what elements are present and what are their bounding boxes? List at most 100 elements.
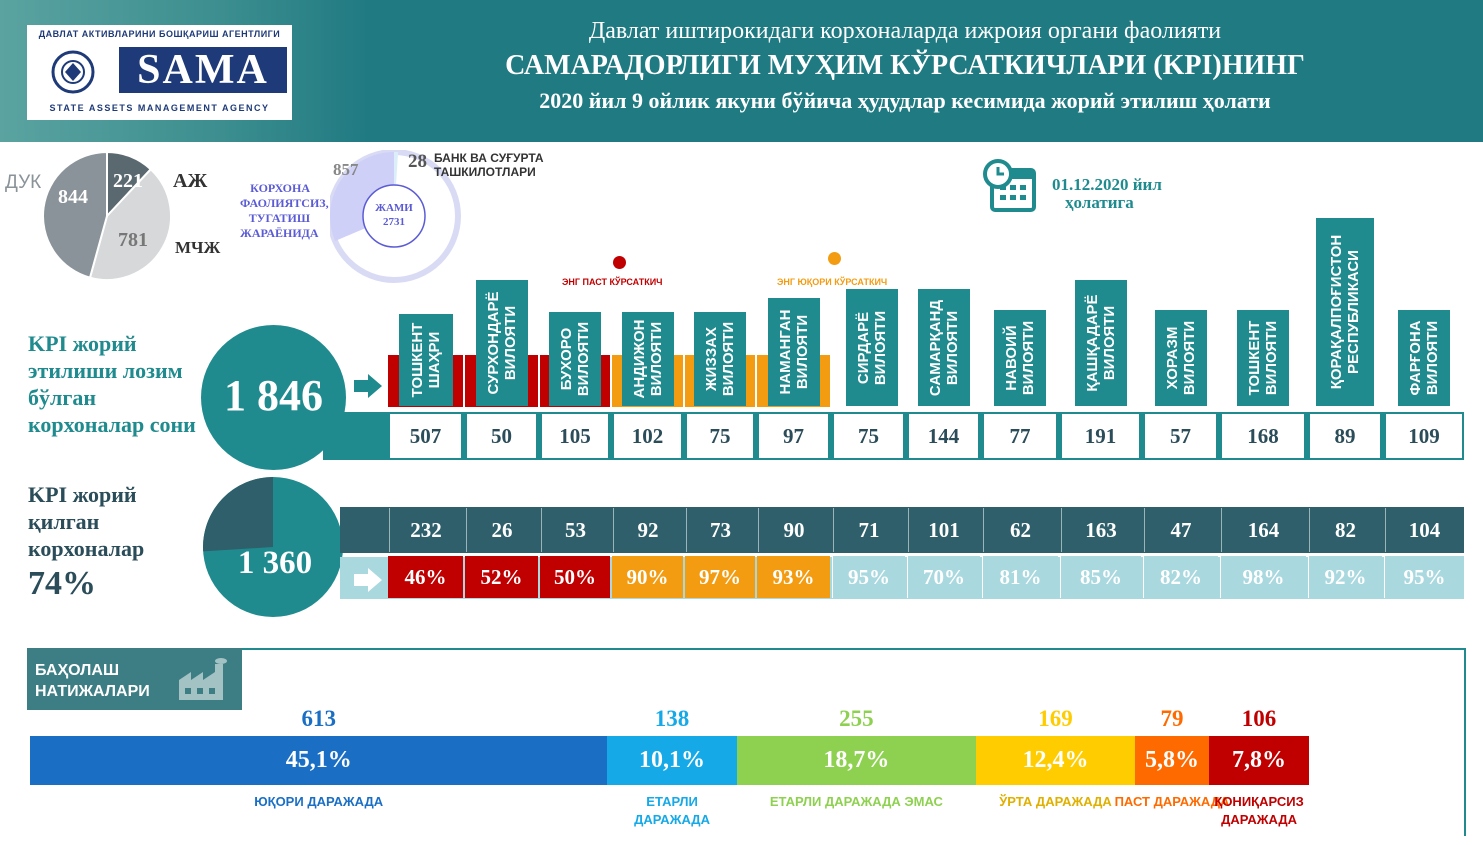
region-label-text: САМАРҚАНД ВИЛОЯТИ (926, 299, 961, 396)
region-label-text: ЖИЗЗАХ ВИЛОЯТИ (703, 321, 737, 397)
evaluation-title: БАҲОЛАШ НАТИЖАЛАРИ (35, 662, 150, 700)
implemented-count-cell: 47 (1144, 508, 1217, 552)
implemented-count-cell: 71 (833, 508, 904, 552)
arrow-right-icon (352, 566, 384, 599)
factory-icon (177, 658, 231, 707)
region-label-text: СУРХОНДАРЁ ВИЛОЯТИ (484, 291, 519, 395)
sama-logo: ДАВЛАТ АКТИВЛАРИНИ БОШҚАРИШ АГЕНТЛИГИ SA… (27, 25, 292, 120)
implemented-count-cell: 164 (1221, 508, 1305, 552)
evaluation-count: 79 (1160, 706, 1184, 731)
evaluation-bar-segment: 12,4% (976, 736, 1135, 785)
pie2-label-inactive: КОРХОНА ФАОЛИЯТСИЗ, ТУГАТИШ ЖАРАЁНИДА (240, 181, 329, 241)
evaluation-bar-segment: 7,8% (1209, 736, 1309, 785)
region-label-text: ТОШКЕНТ ВИЛОЯТИ (1246, 320, 1280, 396)
pie1-label-mchj: МЧЖ (175, 238, 221, 257)
region-label: ҚОРАҚАЛПОҒИСТОН РЕСПУБЛИКАСИ (1316, 218, 1374, 406)
evaluation-count: 138 (654, 706, 690, 731)
implemented-percent-cell: 97% (685, 556, 755, 598)
pie1-value-aj: 221 (113, 170, 143, 192)
implemented-count-cell: 163 (1061, 508, 1140, 552)
title-line-1: Давлат иштирокидаги корхоналарда ижроия … (588, 18, 1222, 44)
required-count-cell: 57 (1145, 414, 1216, 458)
required-count-cell: 102 (614, 414, 681, 458)
logo-wordmark: SAMA (119, 47, 287, 93)
implemented-percent-cell: 95% (1384, 556, 1464, 598)
implemented-percent-cell: 50% (540, 556, 610, 598)
region-label: САМАРҚАНД ВИЛОЯТИ (917, 289, 970, 406)
required-count-cell: 507 (390, 414, 461, 458)
region-label: ФАРҒОНА ВИЛОЯТИ (1398, 310, 1450, 406)
region-label-text: ТОШКЕНТ ШАҲРИ (408, 322, 443, 398)
ownership-pie-chart (42, 150, 172, 281)
evaluation-caption: ЕТАРЛИ ДАРАЖАДА (634, 794, 710, 827)
region-label: НАМАНГАН ВИЛОЯТИ (767, 298, 820, 406)
region-label-text: НАВОИЙ ВИЛОЯТИ (1003, 320, 1037, 396)
lowest-marker-label: ЭНГ ПАСТ КЎРСАТКИЧ (562, 277, 663, 287)
pie2-value-inactive: 857 (333, 160, 359, 179)
required-total-circle (201, 325, 346, 470)
required-count-cell: 75 (834, 414, 903, 458)
implemented-percent-cell: 90% (612, 556, 683, 598)
implemented-percent: 74% (28, 565, 96, 602)
pie1-value-duk: 844 (58, 186, 88, 208)
implemented-count-cell: 62 (983, 508, 1057, 552)
pie1-slice-2 (42, 150, 108, 279)
region-label-text: ҚОРАҚАЛПОҒИСТОН РЕСПУБЛИКАСИ (1328, 234, 1362, 390)
date-line-2: ҳолатига (1065, 193, 1134, 212)
region-label: ХОРАЗМ ВИЛОЯТИ (1154, 310, 1207, 406)
pie2-value-bank: 28 (408, 151, 427, 172)
evaluation-bar-segment: 45,1% (30, 736, 608, 785)
total-pie-chart: ЖАМИ 2731 (330, 150, 461, 283)
region-label-text: ХОРАЗМ ВИЛОЯТИ (1163, 320, 1198, 396)
implemented-percent-cell: 81% (982, 556, 1058, 598)
evaluation-title-box: БАҲОЛАШ НАТИЖАЛАРИ (27, 648, 242, 710)
evaluation-caption: ЎРТА ДАРАЖАДА (999, 794, 1112, 809)
region-label: ТОШКЕНТ ВИЛОЯТИ (1237, 310, 1289, 406)
required-count-cell: 109 (1386, 414, 1462, 458)
implemented-count-cell: 53 (541, 508, 609, 552)
evaluation-count: 613 (301, 706, 336, 731)
region-label: БУХОРО ВИЛОЯТИ (549, 312, 601, 406)
evaluation-count: 169 (1038, 706, 1073, 731)
region-label-text: ҚАШҚАДАРЁ ВИЛОЯТИ (1083, 294, 1118, 392)
region-label-text: БУХОРО ВИЛОЯТИ (558, 321, 592, 397)
pie2-label-bank: БАНК ВА СУҒУРТА ТАШКИЛОТЛАРИ (434, 151, 544, 179)
pie1-label-duk: ДУК (5, 172, 42, 193)
title-line-2: САМАРАДОРЛИГИ МУҲИМ КЎРСАТКИЧЛАРИ (KPI)Н… (505, 50, 1305, 81)
pie1-value-mchj: 781 (118, 229, 148, 251)
evaluation-bar-segment: 10,1% (607, 736, 737, 785)
required-label: KPI жорий этилиши лозим бўлган корхонала… (28, 331, 196, 437)
required-total-value: 1 846 (224, 371, 323, 420)
region-label-text: СИРДАРЁ ВИЛОЯТИ (854, 310, 889, 385)
lowest-marker-dot (613, 256, 626, 269)
inactive-label-text: КОРХОНА ФАОЛИЯТСИЗ, ТУГАТИШ ЖАРАЁНИДА (240, 181, 329, 240)
region-label: ҚАШҚАДАРЁ ВИЛОЯТИ (1074, 280, 1127, 406)
implemented-total-circle (203, 477, 343, 617)
region-label: ТОШКЕНТ ШАҲРИ (398, 314, 453, 406)
region-label: ЖИЗЗАХ ВИЛОЯТИ (694, 312, 746, 406)
evaluation-bar-segment: 18,7% (736, 736, 977, 785)
implemented-count-cell: 92 (613, 508, 682, 552)
required-count-cell: 144 (909, 414, 978, 458)
required-count-cell: 191 (1062, 414, 1139, 458)
required-count-cell: 75 (687, 414, 753, 458)
emblem-icon (45, 49, 101, 95)
implemented-count-cell: 90 (758, 508, 829, 552)
implemented-percent-cell: 52% (465, 556, 538, 598)
evaluation-count: 255 (839, 706, 874, 731)
implemented-count-cell: 101 (908, 508, 979, 552)
required-count-cell: 168 (1222, 414, 1304, 458)
implemented-percent-cell: 82% (1143, 556, 1218, 598)
evaluation-frame (27, 648, 1466, 836)
implemented-percent-cell: 92% (1308, 556, 1382, 598)
logo-agency-name: ДАВЛАТ АКТИВЛАРИНИ БОШҚАРИШ АГЕНТЛИГИ (38, 29, 281, 39)
region-label: СУРХОНДАРЁ ВИЛОЯТИ (475, 280, 528, 406)
implemented-count-cell: 82 (1309, 508, 1381, 552)
implemented-percent-cell: 93% (757, 556, 830, 598)
evaluation-caption: ЕТАРЛИ ДАРАЖАДА ЭМАС (769, 794, 943, 809)
required-count-cell: 105 (542, 414, 608, 458)
evaluation-caption: ЮҚОРИ ДАРАЖАДА (254, 794, 384, 809)
required-count-cell: 77 (984, 414, 1056, 458)
region-label-text: ФАРҒОНА ВИЛОЯТИ (1407, 320, 1441, 396)
region-label: НАВОИЙ ВИЛОЯТИ (994, 310, 1046, 406)
